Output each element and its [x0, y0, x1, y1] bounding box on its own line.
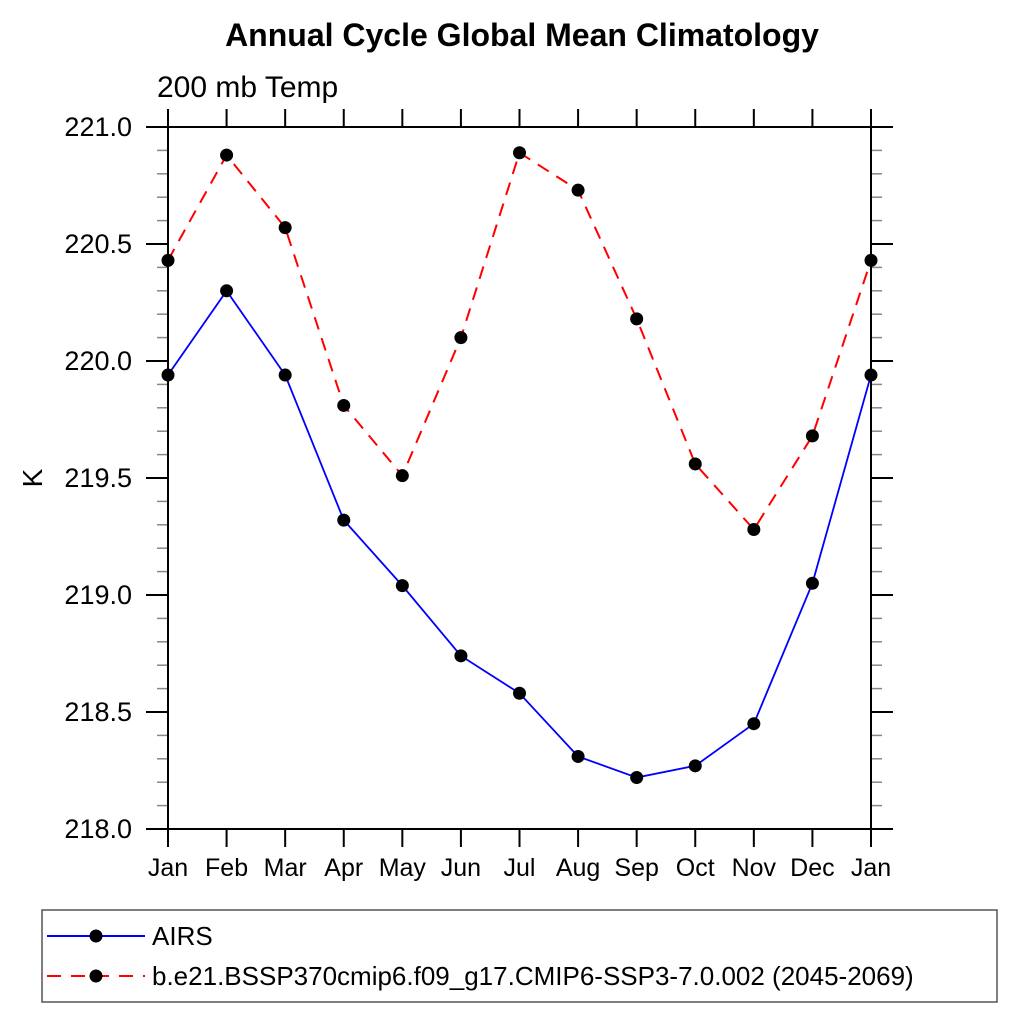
data-point-airs-dec-11: [805, 576, 819, 590]
legend-label-airs: AIRS: [152, 921, 213, 951]
data-point-airs-may-4: [395, 579, 409, 593]
data-point-model-oct-9: [688, 457, 702, 471]
x-tick-label: May: [379, 854, 427, 882]
chart-subtitle: 200 mb Temp: [157, 71, 338, 104]
data-point-model-jan-0: [161, 253, 175, 267]
axis-minor-ticks: [157, 149, 882, 807]
x-tick-label: Jul: [504, 854, 536, 882]
data-point-airs-aug-7: [571, 749, 585, 763]
data-point-model-nov-10: [747, 522, 761, 536]
x-tick-label: Jun: [441, 854, 481, 882]
data-point-airs-feb-1: [220, 284, 234, 298]
data-point-airs-oct-9: [688, 759, 702, 773]
y-tick-label: 220.0: [64, 346, 132, 376]
legend-marker-model: [89, 969, 103, 983]
data-point-airs-sep-8: [630, 771, 644, 785]
data-point-model-may-4: [395, 469, 409, 483]
y-tick-label: 218.0: [64, 814, 132, 844]
data-point-model-jul-6: [513, 146, 526, 160]
data-point-airs-jun-5: [454, 649, 468, 663]
axis-major-ticks: [146, 109, 893, 847]
data-point-model-jan-12: [864, 253, 878, 267]
data-point-airs-apr-3: [337, 513, 351, 527]
legend-marker-airs: [89, 929, 103, 943]
data-point-model-sep-8: [630, 312, 644, 326]
legend-label-model: b.e21.BSSP370cmip6.f09_g17.CMIP6-SSP3-7.…: [152, 961, 914, 991]
y-tick-label: 219.5: [64, 463, 132, 493]
data-point-model-apr-3: [337, 398, 351, 412]
x-tick-label: Apr: [324, 854, 363, 882]
legend-line-samples: [47, 929, 145, 983]
data-point-airs-jan-0: [161, 368, 175, 382]
legend: AIRS b.e21.BSSP370cmip6.f09_g17.CMIP6-SS…: [41, 909, 998, 1003]
plot-frame: [167, 126, 872, 830]
x-tick-label: Aug: [556, 854, 600, 882]
data-point-airs-jan-12: [864, 368, 878, 382]
y-tick-label: 219.0: [64, 580, 132, 610]
series-markers: [161, 146, 878, 785]
data-point-airs-nov-10: [747, 717, 761, 731]
x-tick-label: Feb: [205, 854, 248, 882]
x-tick-label: Mar: [264, 854, 307, 882]
legend-box: [41, 909, 998, 1003]
series-lines: [167, 151, 872, 779]
data-point-model-mar-2: [278, 221, 292, 235]
data-point-model-feb-1: [220, 148, 234, 162]
data-point-model-dec-11: [805, 429, 819, 443]
y-axis-unit-label: K: [17, 468, 48, 487]
x-tick-labels: Jan Feb Mar Apr May Jun Jul Aug Sep Oct Nov Dec Jan: [148, 854, 891, 882]
data-point-model-aug-7: [571, 183, 585, 197]
x-tick-label: Oct: [676, 854, 715, 882]
x-tick-label: Jan: [851, 854, 891, 882]
series-line-airs: [167, 289, 872, 779]
x-tick-label: Jan: [148, 854, 188, 882]
data-point-airs-jul-6: [513, 686, 526, 700]
y-tick-label: 221.0: [64, 112, 132, 142]
y-tick-label: 218.5: [64, 697, 132, 727]
x-tick-label: Dec: [790, 854, 834, 882]
x-tick-label: Nov: [732, 854, 777, 882]
data-point-model-jun-5: [454, 331, 468, 345]
y-tick-labels: 221.0 220.5 220.0 219.5 219.0 218.5 218.0: [64, 112, 132, 844]
x-tick-label: Sep: [614, 854, 658, 882]
y-tick-label: 220.5: [64, 229, 132, 259]
data-point-airs-mar-2: [278, 368, 292, 382]
chart-title: Annual Cycle Global Mean Climatology: [225, 17, 819, 53]
series-line-model: [167, 151, 872, 532]
